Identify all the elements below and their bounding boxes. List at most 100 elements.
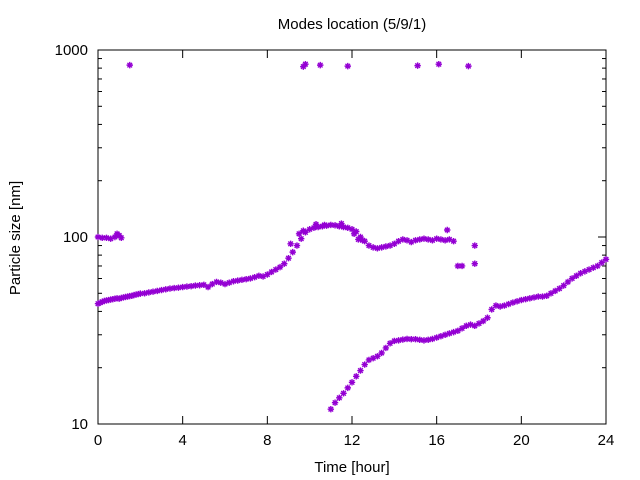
- data-point: [435, 60, 442, 68]
- data-point: [272, 266, 279, 273]
- data-point: [255, 272, 263, 280]
- data-point: [171, 284, 178, 292]
- x-tick-label: 20: [513, 432, 530, 449]
- data-point: [425, 236, 432, 243]
- ticks-layer: 0 4 8 12 16 20 24 10 100 1000: [55, 42, 615, 449]
- data-point: [444, 226, 451, 234]
- data-point: [399, 336, 406, 343]
- data-point: [302, 60, 309, 68]
- data-point: [441, 331, 449, 338]
- data-point: [509, 299, 517, 306]
- data-point: [314, 223, 322, 231]
- data-point: [539, 293, 546, 300]
- data-point: [251, 273, 258, 281]
- data-point: [412, 336, 419, 343]
- data-point: [475, 320, 483, 327]
- data-point: [149, 288, 157, 295]
- data-point: [602, 256, 610, 263]
- data-point: [391, 337, 398, 345]
- data-point: [433, 334, 440, 341]
- data-point: [96, 299, 104, 306]
- data-point: [480, 317, 487, 325]
- data-point: [344, 384, 351, 392]
- data-point: [166, 285, 174, 292]
- data-point: [454, 327, 462, 335]
- data-point: [340, 223, 347, 231]
- data-point: [285, 255, 292, 262]
- data-point: [196, 282, 203, 289]
- data-point: [94, 300, 102, 307]
- data-point: [331, 399, 339, 406]
- data-point: [99, 298, 106, 306]
- data-point: [585, 266, 593, 273]
- data-point: [530, 294, 538, 301]
- x-tick-label: 24: [598, 432, 615, 449]
- data-point: [568, 275, 576, 282]
- data-point: [336, 223, 343, 230]
- data-point: [247, 275, 254, 282]
- data-point: [154, 287, 161, 295]
- data-point: [179, 283, 186, 291]
- data-point: [365, 242, 373, 249]
- data-point: [230, 278, 237, 285]
- data-point: [287, 240, 294, 247]
- data-point: [118, 234, 125, 242]
- data-point: [488, 306, 495, 313]
- x-tick-label: 0: [94, 432, 102, 449]
- data-point: [357, 367, 364, 374]
- data-point: [338, 220, 345, 227]
- data-point: [359, 237, 366, 244]
- data-point: [501, 302, 508, 309]
- data-point: [259, 273, 267, 280]
- x-tick-label: 4: [178, 432, 186, 449]
- data-point: [158, 286, 165, 294]
- data-point: [378, 244, 385, 251]
- data-point: [340, 390, 347, 397]
- data-point: [467, 321, 474, 328]
- data-point: [353, 373, 360, 380]
- data-point: [298, 235, 305, 242]
- data-point: [221, 280, 229, 288]
- data-point: [293, 242, 301, 249]
- y-tick-label: 1000: [55, 42, 88, 59]
- data-point: [374, 353, 381, 360]
- data-point: [408, 238, 415, 246]
- data-point: [175, 284, 182, 291]
- data-point: [331, 222, 339, 229]
- data-point: [450, 237, 457, 245]
- data-point: [289, 248, 296, 256]
- data-point: [450, 328, 457, 336]
- data-point: [556, 285, 563, 292]
- data-point: [386, 340, 394, 347]
- data-point: [141, 290, 148, 297]
- data-point: [204, 283, 212, 291]
- data-point: [535, 293, 542, 300]
- data-point: [560, 282, 567, 289]
- x-axis-label: Time [hour]: [314, 459, 389, 476]
- data-point: [463, 322, 470, 330]
- data-point: [471, 242, 478, 249]
- data-point: [425, 336, 432, 344]
- data-point: [264, 271, 271, 278]
- data-point: [378, 349, 385, 357]
- data-point: [429, 237, 436, 244]
- data-point: [382, 243, 390, 250]
- data-point: [573, 272, 580, 280]
- data-point: [369, 354, 377, 362]
- data-point: [391, 240, 398, 247]
- data-point: [552, 287, 559, 295]
- data-point: [187, 282, 195, 290]
- data-point: [412, 237, 419, 244]
- data-point: [192, 282, 199, 289]
- data-point: [200, 281, 208, 289]
- data-point: [268, 268, 275, 276]
- data-point: [137, 290, 144, 297]
- data-point: [99, 234, 106, 242]
- data-point: [344, 62, 351, 70]
- data-point: [547, 290, 555, 297]
- data-point: [420, 235, 428, 242]
- data-point: [446, 236, 453, 243]
- data-point: [581, 268, 589, 275]
